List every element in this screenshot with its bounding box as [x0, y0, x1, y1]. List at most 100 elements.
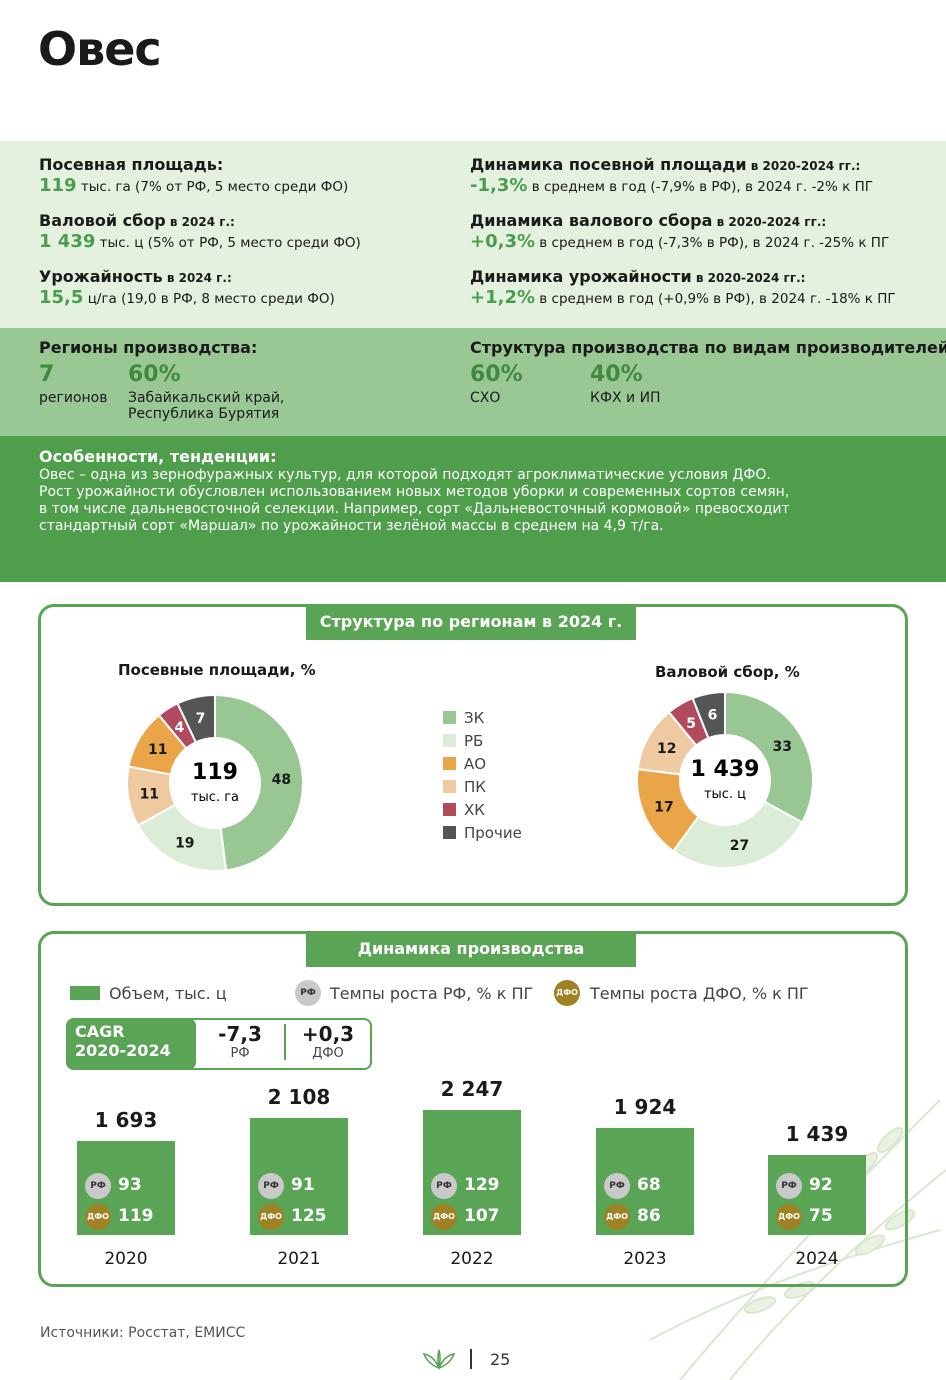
kpi-value-line: 119 тыс. га (7% от РФ, 5 место среди ФО) [39, 175, 479, 196]
bar-value-label: 1 439 [785, 1122, 849, 1146]
dfo-badge-icon: ДФО [604, 1204, 630, 1230]
legend-item: ПК [443, 778, 486, 796]
donut2-title: Валовой сбор, % [655, 663, 800, 681]
kpi-label: Валовой сбор в 2024 г.: [39, 211, 235, 230]
bar-year-label: 2021 [277, 1249, 321, 1269]
kpi-value-line: +1,2% в среднем в год (+0,9% в РФ), в 20… [470, 287, 910, 308]
structure-b-label: КФХ и ИП [590, 390, 661, 406]
regions-count: 7 [39, 362, 55, 387]
legend-dfo-label: Темпы роста ДФО, % к ПГ [590, 984, 809, 1003]
kpi-value-line: 1 439 тыс. ц (5% от РФ, 5 место среди ФО… [39, 231, 479, 252]
donut-slice-label: 4 [174, 720, 184, 736]
dfo-badge-icon: ДФО [431, 1204, 457, 1230]
donut-center-unit: тыс. га [191, 790, 239, 805]
legend-volume-label: Объем, тыс. ц [109, 984, 227, 1003]
donut-slice-ЗК [724, 690, 814, 824]
donut-slice-Прочие [176, 693, 216, 744]
structure-panel-title: Структура по регионам в 2024 г. [306, 604, 636, 640]
kpi-label: Посевная площадь: [39, 155, 224, 174]
kpi-value-line: 15,5 ц/га (19,0 в РФ, 8 место среди ФО) [39, 287, 479, 308]
kpi-value-line: -1,3% в среднем в год (-7,9% в РФ), в 20… [470, 175, 910, 196]
logo-leaf-icon [422, 1349, 456, 1370]
cagr-dfo-label: ДФО [312, 1046, 344, 1061]
legend-swatch [443, 803, 456, 816]
donut-slice-Прочие [691, 690, 726, 740]
dfo-rate-value: 75 [809, 1206, 833, 1226]
legend-swatch [443, 734, 456, 747]
dfo-rate-value: 86 [637, 1206, 661, 1226]
kpi-text: в среднем в год (-7,3% в РФ), в 2024 г. … [535, 235, 890, 251]
regions-band: Регионы производства: 7 регионов 60% Заб… [0, 328, 946, 436]
cagr-label-line2: 2020-2024 [75, 1041, 171, 1060]
bar-year-label: 2022 [450, 1249, 494, 1269]
kpi-item: Динамика посевной площади в 2020-2024 гг… [470, 155, 910, 196]
donut-slice-label: 5 [686, 716, 696, 732]
donut-chart-gross-harvest: 33 27 17 12 56 1 439 тыс. ц [636, 690, 814, 869]
source-note: Источники: Росстат, ЕМИСС [40, 1325, 246, 1341]
donut-center-value: 1 439 [691, 757, 760, 782]
rf-rate-value: 93 [118, 1175, 142, 1195]
kpi-item: Динамика урожайности в 2020-2024 гг.: +1,… [470, 267, 910, 308]
legend-swatch [443, 780, 456, 793]
legend-item: Прочие [443, 824, 522, 842]
dfo-badge-icon: ДФО [258, 1204, 284, 1230]
donut-slice-РБ [671, 800, 804, 869]
donut-slice-label: 19 [175, 835, 194, 851]
rf-badge-icon: РФ [85, 1173, 111, 1199]
donut-center-value: 119 [192, 760, 238, 785]
dfo-badge-icon: ДФО [554, 980, 580, 1006]
kpi-value: +0,3% [470, 231, 536, 252]
features-line: в том числе дальневосточной селекции. На… [39, 501, 790, 517]
donut-slice-ЗК [214, 693, 304, 872]
kpi-item: Валовой сбор в 2024 г.: 1 439 тыс. ц (5% … [39, 211, 479, 252]
legend-swatch [443, 826, 456, 839]
donut-slice-label: 48 [272, 772, 291, 788]
legend-rf-label: Темпы роста РФ, % к ПГ [330, 984, 534, 1003]
legend-label: ПК [464, 778, 486, 796]
legend-swatch [443, 711, 456, 724]
kpi-label: Динамика валового сбора в 2020-2024 гг.: [470, 211, 827, 230]
rf-badge-icon: РФ [295, 980, 321, 1006]
structure-a-value: 60% [470, 362, 523, 387]
rf-badge-icon: РФ [431, 1173, 457, 1199]
cagr-rf-label: РФ [230, 1046, 250, 1061]
kpi-text: в среднем в год (+0,9% в РФ), в 2024 г. … [535, 291, 896, 307]
kpi-label: Динамика посевной площади в 2020-2024 гг… [470, 155, 861, 174]
legend-swatch [443, 757, 456, 770]
bar-year-label: 2024 [795, 1249, 839, 1269]
cagr-dfo-value: +0,3 [301, 1022, 355, 1046]
donut-slice-label: 11 [140, 786, 159, 802]
kpi-value-line: +0,3% в среднем в год (-7,3% в РФ), в 20… [470, 231, 910, 252]
features-heading: Особенности, тенденции: [39, 447, 277, 466]
rf-badge-icon: РФ [776, 1173, 802, 1199]
kpi-item: Урожайность в 2024 г.: 15,5 ц/га (19,0 в … [39, 267, 479, 308]
footer-divider [470, 1349, 472, 1369]
donut-slice-label: 7 [196, 711, 206, 727]
donut-slice-label: 27 [730, 838, 749, 854]
rf-rate-value: 68 [637, 1175, 661, 1195]
legend-label: РБ [464, 732, 484, 750]
legend-item: АО [443, 755, 486, 773]
donut-center-unit: тыс. ц [704, 787, 746, 802]
legend-label: АО [464, 755, 487, 773]
donut-slice-label: 33 [772, 739, 791, 755]
kpi-text: тыс. га (7% от РФ, 5 место среди ФО) [76, 179, 349, 195]
cagr-divider [284, 1024, 286, 1060]
rf-rate-value: 92 [809, 1175, 833, 1195]
cagr-label-line1: CAGR [75, 1022, 125, 1041]
kpi-text: ц/га (19,0 в РФ, 8 место среди ФО) [83, 291, 335, 307]
legend-volume-swatch [70, 986, 100, 1000]
page-title: Овес [38, 22, 162, 76]
kpi-label: Динамика урожайности в 2020-2024 гг.: [470, 267, 806, 286]
bar-year-label: 2023 [623, 1249, 667, 1269]
dynamics-panel-title: Динамика производства [306, 931, 636, 967]
kpi-value: 15,5 [39, 287, 84, 308]
features-line: Овес – одна из зернофуражных культур, дл… [39, 467, 771, 483]
regions-share: 60% [128, 362, 181, 387]
donut1-title: Посевные площади, % [118, 661, 316, 679]
bar-value-label: 2 247 [440, 1077, 504, 1101]
rf-badge-icon: РФ [258, 1173, 284, 1199]
kpi-value: 1 439 [39, 231, 96, 252]
features-line: Рост урожайности обусловлен использовани… [39, 484, 790, 500]
kpi-label: Урожайность в 2024 г.: [39, 267, 232, 286]
